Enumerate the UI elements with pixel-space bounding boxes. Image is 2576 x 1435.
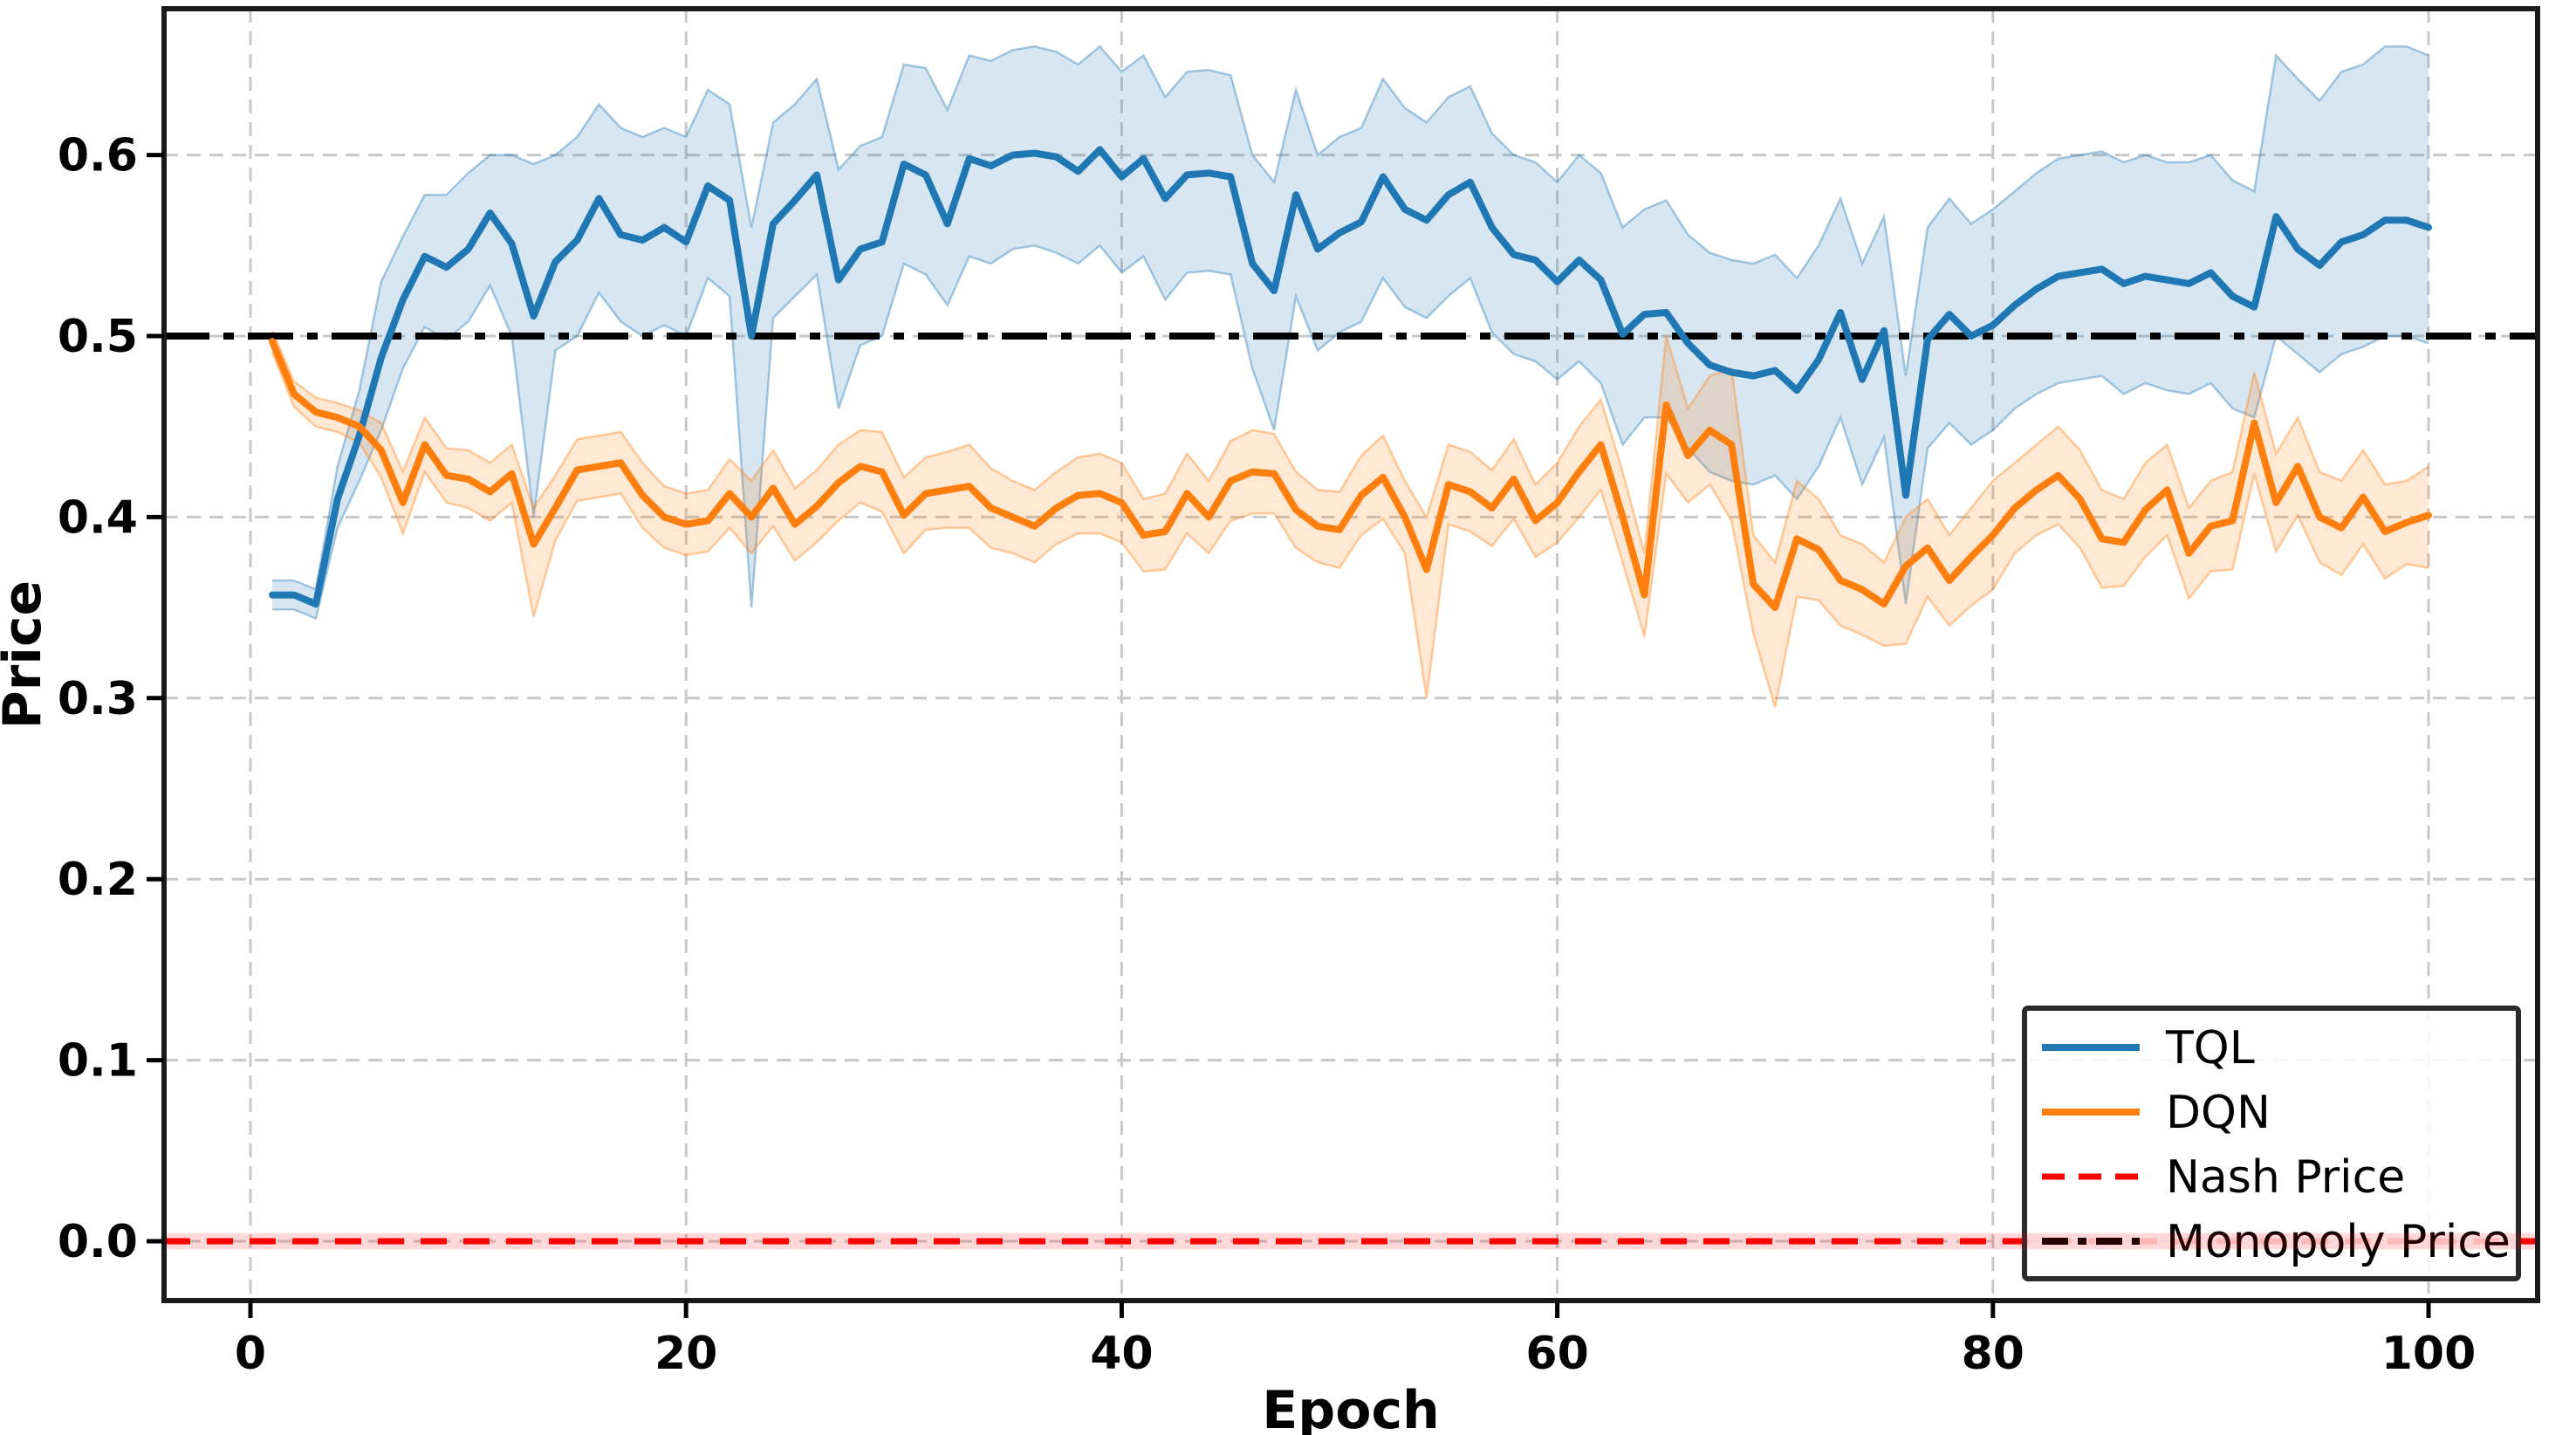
legend-label: TQL [2165,1022,2255,1075]
y-tick-label: 0.5 [58,311,138,363]
dqn-band-edge [271,352,2429,708]
x-tick-label: 80 [1962,1328,2024,1380]
y-tick-label: 0.6 [58,130,138,182]
y-tick-label: 0.1 [58,1035,138,1088]
legend-item-nash-price: Nash Price [2042,1151,2405,1204]
y-axis-label: Price [0,580,53,729]
x-tick-label: 60 [1525,1328,1588,1380]
x-axis-label: Epoch [1262,1380,1439,1435]
legend-item-monopoly-price: Monopoly Price [2042,1216,2511,1268]
axes: 0 20 40 60 80 100 0.0 0.1 0.2 0.3 0.4 0.5 0.6 [58,6,2540,1380]
tql-band-edge [272,45,2429,592]
x-tick-label: 100 [2381,1328,2477,1380]
x-tick-label: 40 [1090,1328,1153,1380]
y-tick-label: 0.4 [58,491,138,544]
tql-band [272,46,2429,619]
legend-item-tql: TQL [2042,1022,2255,1075]
y-tick-label: 0.0 [58,1216,138,1268]
legend-item-dqn: DQN [2042,1087,2271,1139]
plot-frame [161,6,2540,1303]
tql-line [269,146,2432,608]
legend-label: Nash Price [2166,1151,2405,1204]
legend: TQL DQN Nash Price Monopoly Price [2022,1006,2521,1281]
nash-band-rect [164,1232,2538,1250]
nash-price-band [164,1232,2538,1250]
x-tick-label: 0 [235,1328,266,1380]
y-tick-label: 0.3 [58,673,138,725]
legend-box [2022,1006,2521,1281]
series-lines [269,146,2432,612]
tql-band-edge [272,244,2429,621]
dqn-line [269,338,2432,612]
legend-label: Monopoly Price [2166,1216,2511,1268]
legend-label: DQN [2166,1087,2271,1139]
confidence-bands [271,45,2429,708]
dqn-band-edge [271,330,2429,566]
y-tick-label: 0.2 [58,854,138,906]
x-tick-label: 20 [654,1328,717,1380]
